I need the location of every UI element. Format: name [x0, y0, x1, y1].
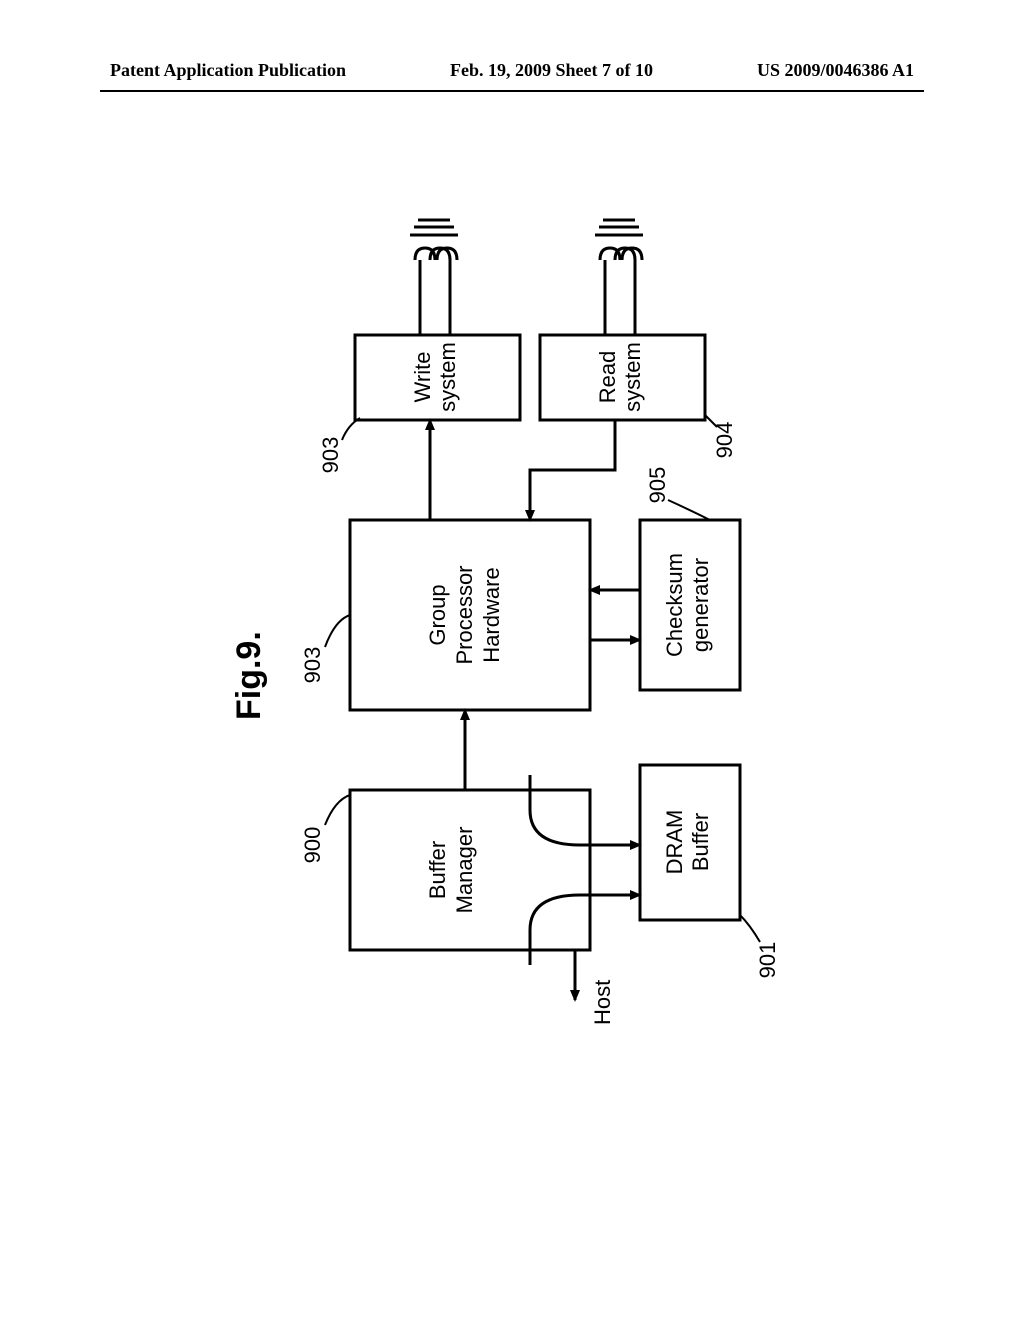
buffer-manager-l1: Buffer: [425, 841, 450, 899]
leader-900: [325, 795, 350, 825]
write-l2: system: [435, 342, 460, 412]
write-head-icon: [410, 220, 458, 335]
arrow-host-to-dram: [530, 895, 640, 965]
gp-l2: Processor: [452, 565, 477, 664]
header-left: Patent Application Publication: [110, 60, 346, 81]
leader-903-gp: [325, 615, 350, 647]
read-l1: Read: [595, 351, 620, 404]
arrow-read-to-gp: [530, 420, 615, 520]
gp-l1: Group: [425, 584, 450, 645]
dram-l1: DRAM: [662, 810, 687, 875]
page: Patent Application Publication Feb. 19, …: [0, 0, 1024, 1320]
ref-900: 900: [300, 827, 325, 864]
header-rule: [100, 90, 924, 92]
write-l1: Write: [410, 352, 435, 403]
header-mid: Feb. 19, 2009 Sheet 7 of 10: [450, 60, 653, 81]
leader-901: [740, 915, 760, 942]
leader-905: [668, 500, 710, 520]
ref-903-write: 903: [318, 437, 343, 474]
figure-wrapper: Fig.9. Host Buffer Manager 900 DRAM Buff…: [220, 160, 780, 1060]
diagram-area: Fig.9. Host Buffer Manager 900 DRAM Buff…: [100, 160, 900, 1060]
page-header: Patent Application Publication Feb. 19, …: [0, 60, 1024, 81]
figure-svg: Fig.9. Host Buffer Manager 900 DRAM Buff…: [220, 160, 780, 1060]
read-head-icon: [595, 220, 643, 335]
host-label: Host: [590, 980, 615, 1025]
buffer-manager-l2: Manager: [452, 827, 477, 914]
gp-l3: Hardware: [479, 567, 504, 662]
read-l2: system: [620, 342, 645, 412]
arrow-bm-to-dram: [530, 775, 640, 845]
ref-903-gp: 903: [300, 647, 325, 684]
dram-l2: Buffer: [688, 813, 713, 871]
header-right: US 2009/0046386 A1: [757, 60, 914, 81]
figure-title: Fig.9.: [230, 631, 268, 720]
ref-901: 901: [755, 942, 780, 979]
chk-l1: Checksum: [662, 553, 687, 657]
chk-l2: generator: [688, 558, 713, 652]
ref-905: 905: [645, 467, 670, 504]
